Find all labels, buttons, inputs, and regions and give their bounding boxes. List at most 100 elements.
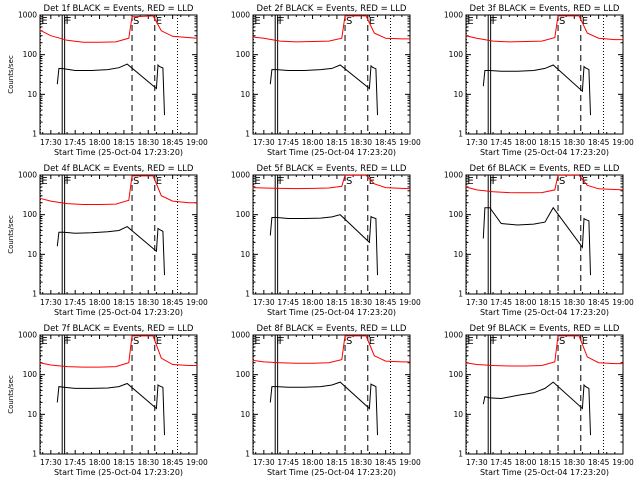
chart-panel: Det 2f BLACK = Events, RED = LLD Start Ti… [231,4,421,157]
event-marker-label: F [489,16,495,27]
x-tick-label: 18:45 [375,138,397,147]
x-axis-label: Start Time (25-Oct-04 17:23:20) [480,148,609,157]
x-tick-label: 18:45 [588,298,610,307]
x-axis-label: Start Time (25-Oct-04 17:23:20) [54,148,183,157]
x-tick-label: 18:00 [515,138,537,147]
plot-frame [39,14,198,135]
event-marker-label: F [279,176,285,187]
events-series-line [56,63,165,116]
events-series-line [269,64,378,116]
x-tick-label: 18:15 [539,138,561,147]
x-axis-label: Start Time (25-Oct-04 17:23:20) [267,148,396,157]
x-tick-label: 17:45 [64,458,86,467]
lld-series-line [39,335,197,368]
y-tick-label: 100 [449,210,464,219]
chart-title: Det 7f BLACK = Events, RED = LLD [44,324,194,334]
x-tick-label: 17:45 [490,298,512,307]
chart-title: Det 5f BLACK = Events, RED = LLD [257,164,407,174]
chart-panel: Det 7f BLACK = Events, RED = LLD Start Ti… [7,324,208,477]
x-tick-label: 18:30 [563,458,585,467]
plot-frame [252,174,411,295]
chart-title: Det 3f BLACK = Events, RED = LLD [470,4,620,14]
plot-frame [465,174,624,295]
x-tick-label: 17:30 [466,458,488,467]
y-tick-label: 100 [449,50,464,59]
event-marker-label: E [582,16,588,27]
event-marker-label: E [582,176,588,187]
y-axis-label: Counts/sec [7,215,15,254]
event-marker-label: E [467,176,473,187]
x-tick-label: 18:00 [89,458,111,467]
x-tick-label: 18:15 [539,298,561,307]
x-axis-label: Start Time (25-Oct-04 17:23:20) [267,468,396,477]
event-marker-label: S [559,336,565,347]
event-marker-label: F [63,336,69,347]
x-tick-label: 17:30 [253,298,275,307]
chart-panel: Det 8f BLACK = Events, RED = LLD Start Ti… [231,324,421,477]
x-tick-label: 18:45 [162,138,184,147]
event-marker-label: S [346,176,352,187]
y-tick-label: 1000 [231,171,250,180]
x-tick-label: 18:15 [326,458,348,467]
plot-frame [39,334,198,455]
event-marker-label: F [63,16,69,27]
y-tick-label: 100 [23,50,38,59]
plot-frame [465,334,624,455]
lld-series-line [252,335,410,364]
y-tick-label: 1 [458,450,463,459]
x-tick-label: 18:30 [137,458,159,467]
x-tick-label: 19:00 [612,298,634,307]
x-tick-label: 18:15 [113,298,135,307]
y-tick-label: 100 [236,50,251,59]
x-tick-label: 17:30 [466,138,488,147]
x-tick-label: 18:45 [588,458,610,467]
events-series-line [482,64,591,116]
event-marker-label: E [41,336,47,347]
x-tick-label: 18:30 [563,138,585,147]
event-marker-label: E [254,16,260,27]
x-axis-label: Start Time (25-Oct-04 17:23:20) [480,308,609,317]
lld-series-line [252,174,411,190]
y-tick-label: 1000 [18,331,37,340]
events-series-line [56,226,165,276]
chart-title: Det 1f BLACK = Events, RED = LLD [44,4,194,14]
event-marker-label: S [133,176,139,187]
x-tick-label: 19:00 [186,138,208,147]
x-tick-label: 17:45 [64,138,86,147]
y-tick-label: 1 [32,130,37,139]
y-tick-label: 100 [236,370,251,379]
chart-title: Det 4f BLACK = Events, RED = LLD [44,164,194,174]
x-tick-label: 19:00 [186,458,208,467]
event-marker-label: F [276,336,282,347]
chart-title: Det 8f BLACK = Events, RED = LLD [257,324,407,334]
events-series-line [56,382,165,436]
events-series-line [269,214,378,276]
x-axis-label: Start Time (25-Oct-04 17:23:20) [54,308,183,317]
event-marker-label: E [467,336,473,347]
x-axis-label: Start Time (25-Oct-04 17:23:20) [54,468,183,477]
x-tick-label: 17:30 [40,298,62,307]
y-axis-label: Counts/sec [7,55,15,94]
plot-frame [252,334,411,455]
lld-series-line [465,15,623,43]
y-tick-label: 100 [449,370,464,379]
y-tick-label: 1000 [444,11,463,20]
event-marker-label: F [489,176,495,187]
y-tick-label: 1 [458,290,463,299]
y-tick-label: 1000 [444,331,463,340]
events-series-line [482,381,591,436]
x-tick-label: 18:00 [89,138,111,147]
events-series-line [269,381,378,436]
chart-panel: Det 1f BLACK = Events, RED = LLD Start Ti… [7,4,208,157]
lld-series-line [252,15,410,43]
event-marker-label: S [559,176,565,187]
x-tick-label: 19:00 [399,298,421,307]
x-tick-label: 17:45 [64,298,86,307]
y-tick-label: 1 [32,290,37,299]
event-marker-label: E [41,176,47,187]
x-tick-label: 18:00 [302,298,324,307]
x-tick-label: 17:45 [277,138,299,147]
x-tick-label: 17:30 [40,138,62,147]
event-marker-label: F [489,336,495,347]
